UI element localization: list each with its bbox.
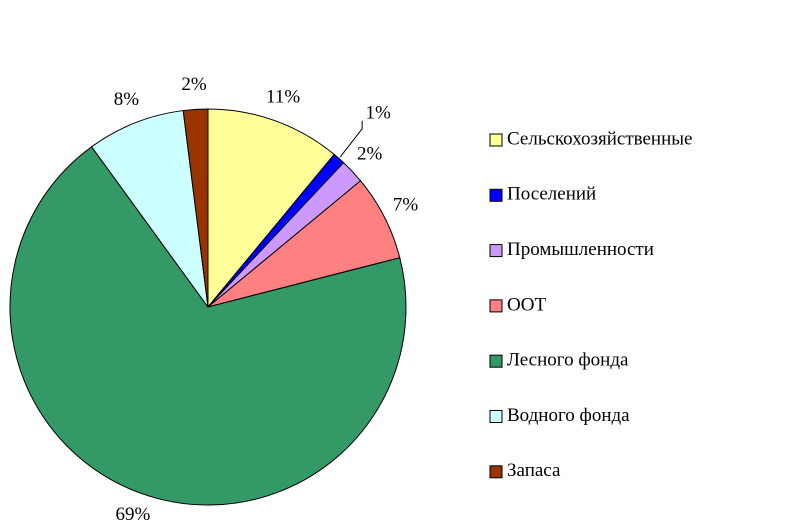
data-label: 11% bbox=[266, 87, 300, 108]
data-label: 1% bbox=[366, 102, 392, 123]
data-label: 7% bbox=[393, 195, 419, 216]
data-label: 8% bbox=[114, 89, 140, 110]
legend-label: Лесного фонда bbox=[507, 350, 629, 371]
legend-label: ООТ bbox=[507, 294, 546, 315]
data-label: 69% bbox=[115, 504, 150, 525]
legend-swatch bbox=[489, 465, 503, 479]
pie-slice bbox=[207, 108, 335, 309]
pie-slice bbox=[182, 108, 209, 308]
legend-label: Поселений bbox=[507, 184, 596, 205]
data-label: 2% bbox=[181, 74, 207, 95]
legend-swatch bbox=[489, 410, 503, 423]
leader-line bbox=[339, 120, 363, 158]
data-label: 2% bbox=[357, 144, 383, 165]
pie-slice bbox=[90, 110, 209, 308]
legend-swatch bbox=[489, 244, 503, 258]
legend-swatch bbox=[489, 299, 503, 313]
legend-label: Промышленности bbox=[507, 239, 654, 260]
legend-label: Сельскохозяйственные bbox=[507, 128, 692, 149]
pie-slice bbox=[9, 146, 407, 506]
legend-label: Запаса bbox=[507, 460, 561, 481]
legend-label: Водного фонда bbox=[507, 405, 630, 426]
legend-swatch bbox=[489, 133, 503, 147]
legend-swatch bbox=[489, 354, 503, 368]
legend-swatch bbox=[489, 188, 503, 202]
